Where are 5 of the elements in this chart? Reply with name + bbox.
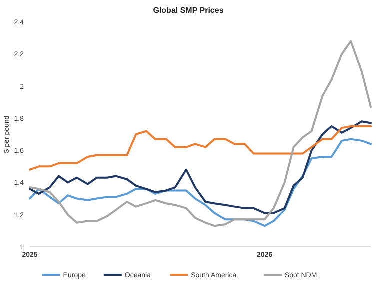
line-series: [29, 138, 372, 228]
chart-title: Global SMP Prices: [153, 6, 224, 15]
line-series: [29, 40, 372, 228]
line-series: [29, 120, 372, 214]
line-series: [29, 125, 372, 171]
